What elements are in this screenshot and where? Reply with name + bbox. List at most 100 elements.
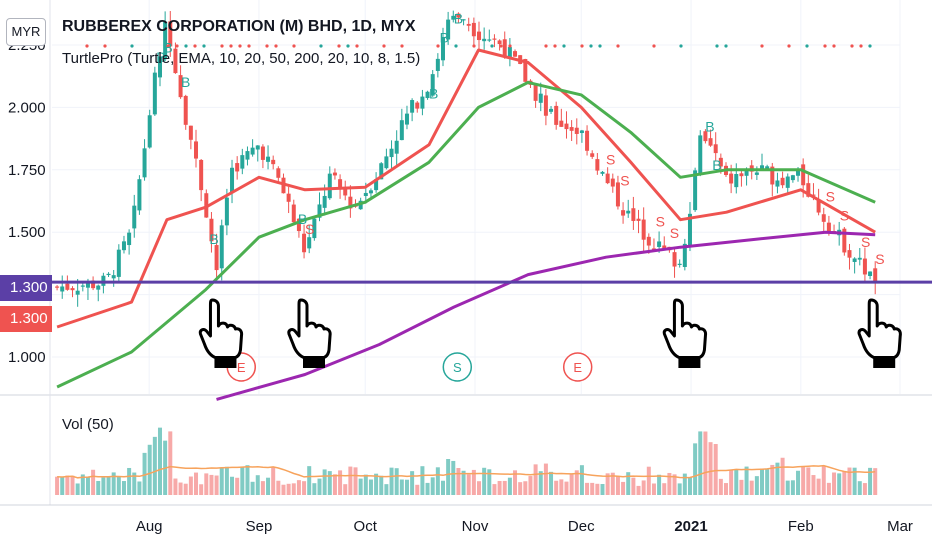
sell-letter: S	[826, 189, 835, 205]
candle-body	[260, 146, 265, 160]
candle-body	[168, 21, 173, 47]
volume-bar	[760, 468, 765, 495]
candle-body	[605, 173, 610, 184]
volume-bar	[693, 443, 698, 495]
buy-letter: B	[181, 74, 190, 90]
volume-bar	[507, 477, 512, 495]
volume-bar	[626, 472, 631, 495]
volume-bar	[538, 471, 543, 495]
candle-body	[188, 125, 193, 140]
x-tick-label: 2021	[674, 518, 707, 535]
candle-body	[343, 188, 348, 196]
candle-body	[523, 59, 528, 82]
candle-body	[209, 218, 214, 242]
signal-dot	[715, 44, 719, 48]
volume-bar	[543, 463, 548, 495]
volume-bar	[775, 462, 780, 495]
signal-dot	[850, 44, 854, 48]
volume-bar	[749, 480, 754, 495]
candle-body	[852, 258, 857, 262]
signal-dot	[292, 44, 296, 48]
sell-letter: S	[606, 151, 615, 167]
ema-200-line	[216, 230, 876, 401]
sell-letter: S	[620, 173, 629, 189]
candle-body	[461, 19, 466, 21]
candle-body	[235, 163, 240, 172]
candle-body	[785, 176, 790, 188]
signal-dot	[580, 44, 584, 48]
volume-bar	[708, 442, 713, 495]
signal-dot	[229, 44, 233, 48]
candle-body	[399, 120, 404, 141]
candle-body	[585, 130, 590, 151]
candle-body	[276, 168, 281, 178]
volume-bar	[281, 484, 286, 495]
volume-bar	[101, 477, 106, 495]
volume-bar	[327, 471, 332, 495]
candle-body	[718, 157, 723, 167]
volume-bar	[137, 481, 142, 495]
volume-bar	[533, 464, 538, 495]
volume-bar	[744, 466, 749, 495]
candle-body	[801, 164, 806, 186]
candle-body	[70, 288, 75, 291]
candle-body	[132, 205, 137, 229]
volume-bar	[425, 482, 430, 495]
volume-bar	[873, 468, 878, 495]
volume-bar	[384, 484, 389, 495]
candle-body	[194, 141, 199, 159]
volume-bar	[209, 474, 214, 495]
price-badge-blue: 1.300	[0, 275, 52, 301]
candle-body	[590, 153, 595, 157]
candle-body	[127, 232, 132, 246]
volume-bars	[55, 427, 878, 495]
candle-body	[657, 241, 662, 247]
candle-body	[91, 280, 96, 289]
candle-body	[317, 204, 322, 218]
volume-bar	[446, 459, 451, 495]
candle-body	[821, 214, 826, 222]
candle-body	[60, 286, 65, 292]
candle-body	[219, 225, 224, 269]
volume-bar	[461, 470, 466, 495]
candle-body	[502, 39, 507, 56]
volume-bar	[368, 479, 373, 495]
candle-body	[744, 168, 749, 176]
signal-dot	[760, 44, 764, 48]
volume-bar	[723, 483, 728, 495]
candle-body	[492, 38, 497, 40]
volume-bar	[188, 476, 193, 495]
x-tick-label: Oct	[354, 518, 378, 535]
volume-bar	[482, 467, 487, 495]
volume-bar	[754, 476, 759, 495]
candle-body	[224, 197, 229, 226]
candle-body	[579, 130, 584, 134]
currency-button[interactable]: MYR	[6, 18, 46, 46]
volume-bar	[739, 479, 744, 495]
candle-body	[631, 208, 636, 221]
candle-body	[240, 155, 245, 169]
signal-dot	[490, 44, 494, 48]
volume-bar	[497, 480, 502, 495]
volume-bar	[317, 478, 322, 495]
candle-body	[677, 263, 682, 265]
candle-body	[111, 275, 116, 279]
volume-bar	[564, 481, 569, 495]
candle-body	[559, 120, 564, 127]
symbol-title: RUBBEREX CORPORATION (M) BHD, 1D, MYX	[62, 18, 416, 35]
candle-body	[682, 243, 687, 267]
volume-bar	[667, 472, 672, 495]
candle-body	[543, 95, 548, 116]
candle-body	[327, 173, 332, 199]
candle-body	[75, 290, 80, 295]
volume-bar	[662, 483, 667, 495]
volume-bar	[549, 471, 554, 495]
signal-dot	[868, 44, 872, 48]
candle-body	[533, 84, 538, 101]
volume-bar	[780, 457, 785, 495]
y-tick-label: 1.750	[8, 162, 46, 179]
volume-bar	[199, 484, 204, 495]
signal-dot	[130, 44, 134, 48]
